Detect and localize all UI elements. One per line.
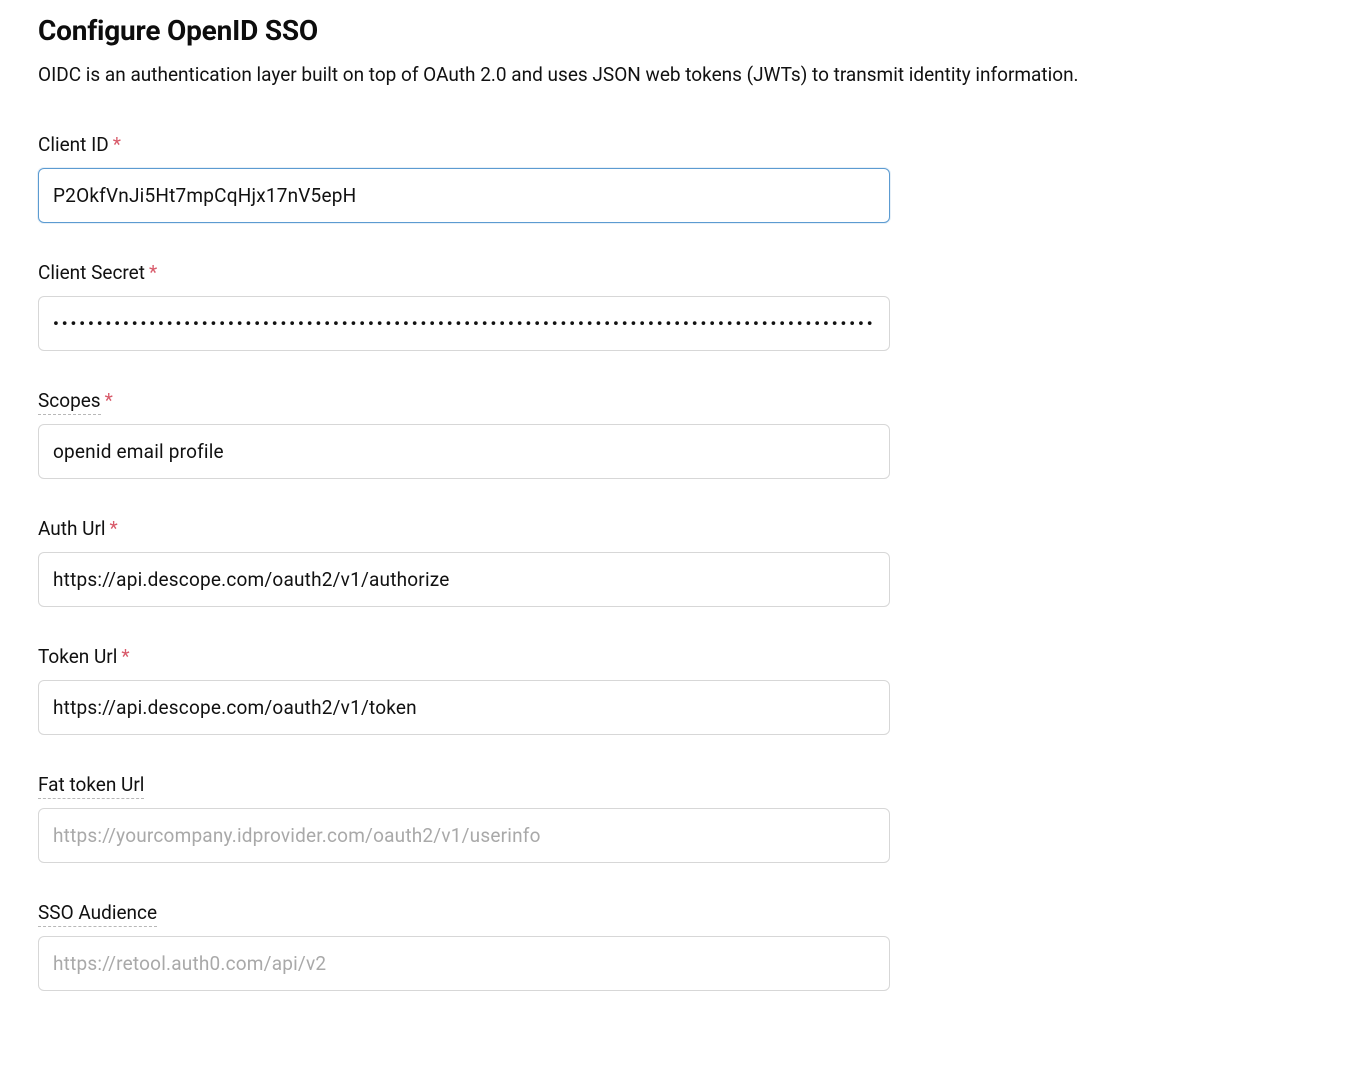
field-client-id: Client ID*: [38, 133, 890, 223]
page-subtitle: OIDC is an authentication layer built on…: [38, 61, 1310, 89]
page-title: Configure OpenID SSO: [38, 14, 1310, 47]
label-text: Client ID: [38, 133, 109, 156]
label-text: Auth Url: [38, 517, 106, 540]
label-token-url: Token Url*: [38, 645, 890, 668]
field-token-url: Token Url*: [38, 645, 890, 735]
fat-token-url-input[interactable]: [38, 808, 890, 863]
field-client-secret: Client Secret*: [38, 261, 890, 351]
field-auth-url: Auth Url*: [38, 517, 890, 607]
sso-form: Client ID* Client Secret* Scopes* Auth U…: [38, 133, 890, 991]
label-scopes: Scopes*: [38, 389, 890, 412]
required-asterisk: *: [110, 517, 118, 540]
field-scopes: Scopes*: [38, 389, 890, 479]
client-secret-input[interactable]: [38, 296, 890, 351]
label-auth-url: Auth Url*: [38, 517, 890, 540]
label-fat-token-url: Fat token Url: [38, 773, 890, 796]
required-asterisk: *: [149, 261, 157, 284]
scopes-input[interactable]: [38, 424, 890, 479]
field-sso-audience: SSO Audience: [38, 901, 890, 991]
label-text: Client Secret: [38, 261, 145, 284]
label-text: SSO Audience: [38, 901, 157, 927]
label-text: Scopes: [38, 389, 101, 415]
required-asterisk: *: [113, 133, 121, 156]
field-fat-token-url: Fat token Url: [38, 773, 890, 863]
sso-config-page: Configure OpenID SSO OIDC is an authenti…: [0, 0, 1348, 1069]
required-asterisk: *: [105, 389, 113, 412]
label-client-secret: Client Secret*: [38, 261, 890, 284]
auth-url-input[interactable]: [38, 552, 890, 607]
label-client-id: Client ID*: [38, 133, 890, 156]
label-text: Token Url: [38, 645, 117, 668]
label-text: Fat token Url: [38, 773, 144, 799]
required-asterisk: *: [121, 645, 129, 668]
sso-audience-input[interactable]: [38, 936, 890, 991]
client-id-input[interactable]: [38, 168, 890, 223]
label-sso-audience: SSO Audience: [38, 901, 890, 924]
token-url-input[interactable]: [38, 680, 890, 735]
